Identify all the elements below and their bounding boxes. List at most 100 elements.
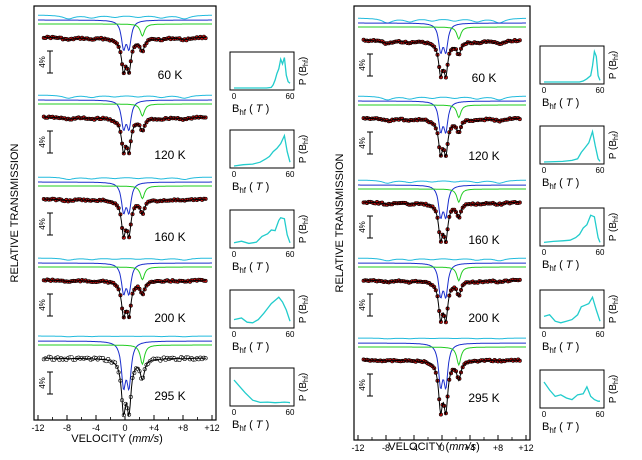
distribution-line [543, 381, 600, 402]
temperature-label: 295 K [154, 389, 185, 403]
distribution-295k: 0 60 Bhf ( T ) P (Bhf) [539, 369, 620, 435]
scale-bar-label: 4% [358, 59, 367, 71]
total-fit-line [43, 357, 207, 418]
doublet-green-component [38, 266, 212, 281]
sextet-component [358, 337, 526, 340]
dist-x-label: Bhf ( T ) [232, 261, 269, 275]
temperature-label: 60 K [158, 68, 183, 82]
dist-tick-label: 60 [596, 410, 605, 419]
data-point [517, 358, 522, 363]
scale-bar-label: 4% [38, 136, 47, 148]
scale-bar-label: 4% [358, 379, 367, 391]
dist-tick-label: 0 [232, 92, 237, 101]
left-panel: -12 -8 -4 0 +4 +8 +12 VELOCITY (mm/s) RELATIVE T… [9, 5, 310, 445]
total-fit-line [43, 116, 207, 155]
doublet-blue-component [358, 100, 526, 135]
x-tick-label: -4 [410, 443, 418, 453]
dist-y-label: P (Bhf) [608, 131, 620, 159]
sextet-component [358, 257, 526, 262]
distribution-frame [229, 129, 295, 169]
sextet-component [37, 176, 212, 180]
scale-bar-label: 4% [38, 56, 47, 68]
x-tick-label: +8 [493, 443, 503, 453]
dist-tick-label: 60 [596, 86, 605, 95]
dist-x-label: Bhf ( T ) [232, 103, 269, 117]
dist-y-label: P (Bhf) [608, 295, 620, 323]
dist-tick-label: 60 [286, 250, 295, 259]
dist-tick-label: 0 [232, 330, 237, 339]
total-fit-line [363, 117, 521, 158]
distribution-frame [539, 289, 605, 329]
x-axis-label: VELOCITY (mm/s) [388, 441, 480, 453]
dist-y-label: P (Bhf) [608, 213, 620, 241]
x-tick-label: -12 [351, 443, 364, 453]
doublet-green-component [358, 346, 526, 367]
doublet-green-component [38, 344, 212, 366]
doublet-blue-component [358, 342, 526, 390]
sextet-component [358, 95, 526, 101]
x-tick-label: -8 [63, 423, 71, 433]
right-panel: -12 -8 -4 0 +4 +8 +12 VELOCITY (mm/s) RELATIVE T… [334, 5, 620, 453]
doublet-green-component [358, 188, 526, 204]
spectrum-160k: 4% 160 K [358, 179, 526, 247]
total-fit-line [363, 39, 521, 79]
distribution-60k: 0 60 Bhf ( T ) P (Bhf) [229, 51, 310, 117]
distribution-120k: 0 60 Bhf ( T ) P (Bhf) [539, 125, 620, 191]
sextet-component [38, 94, 212, 99]
total-fit-line [43, 279, 207, 320]
distribution-frame [229, 367, 295, 407]
temperature-label: 120 K [154, 148, 185, 162]
dist-tick-label: 0 [232, 250, 237, 259]
x-axis-label: VELOCITY (mm/s) [71, 433, 163, 445]
doublet-blue-component [357, 262, 526, 300]
dist-tick-label: 60 [286, 330, 295, 339]
total-fit-line [363, 201, 521, 244]
spectrum-160k: 4% 160 K [37, 176, 212, 244]
spectrum-295k: 4% 295 K [358, 337, 526, 417]
sextet-component [358, 17, 526, 24]
total-fit-line [363, 359, 521, 416]
distribution-line [233, 379, 291, 404]
x-tick-label: +4 [465, 443, 475, 453]
doublet-blue-component [358, 184, 526, 220]
temperature-label: 200 K [154, 311, 185, 325]
distribution-line [234, 56, 291, 89]
spectrum-60k: 4% 60 K [358, 17, 526, 85]
total-fit-line [43, 36, 207, 75]
y-axis-label: RELATIVE TRANSMISSION [9, 143, 21, 282]
spectrum-120k: 4% 120 K [38, 94, 212, 162]
temperature-label: 160 K [154, 230, 185, 244]
doublet-blue-component [38, 99, 212, 132]
distribution-line [543, 129, 601, 163]
dist-y-label: P (Bhf) [298, 295, 310, 323]
dist-tick-label: 0 [542, 248, 547, 257]
sextet-component [38, 335, 212, 338]
dist-tick-label: 0 [542, 166, 547, 175]
dist-x-label: Bhf ( T ) [542, 259, 579, 273]
dist-tick-label: 0 [542, 330, 547, 339]
spectrum-120k: 4% 120 K [358, 95, 526, 163]
spectrum-60k: 4% 60 K [38, 14, 212, 82]
scale-bar-label: 4% [358, 221, 367, 233]
temperature-label: 60 K [472, 71, 497, 85]
distribution-60k: 0 60 Bhf ( T ) P (Bhf) [539, 45, 620, 111]
doublet-green-component [358, 266, 526, 282]
distribution-200k: 0 60 Bhf ( T ) P (Bhf) [539, 289, 620, 355]
doublet-blue-component [38, 181, 212, 216]
distribution-line [543, 295, 601, 324]
dist-tick-label: 0 [232, 408, 237, 417]
temperature-label: 160 K [468, 233, 499, 247]
x-tick-label: -4 [92, 423, 100, 433]
doublet-blue-component [358, 22, 526, 55]
doublet-green-component [38, 185, 212, 200]
spectrum-295k: 4% 295 K [38, 335, 212, 418]
dist-y-label: P (Bhf) [298, 373, 310, 401]
sextet-component [358, 179, 526, 184]
scale-bar-label: 4% [358, 299, 367, 311]
distribution-frame [229, 51, 295, 91]
distribution-160k: 0 60 Bhf ( T ) P (Bhf) [539, 207, 620, 273]
dist-x-label: Bhf ( T ) [542, 421, 579, 435]
x-tick-label: +8 [178, 423, 188, 433]
scale-bar-label: 4% [38, 218, 47, 230]
